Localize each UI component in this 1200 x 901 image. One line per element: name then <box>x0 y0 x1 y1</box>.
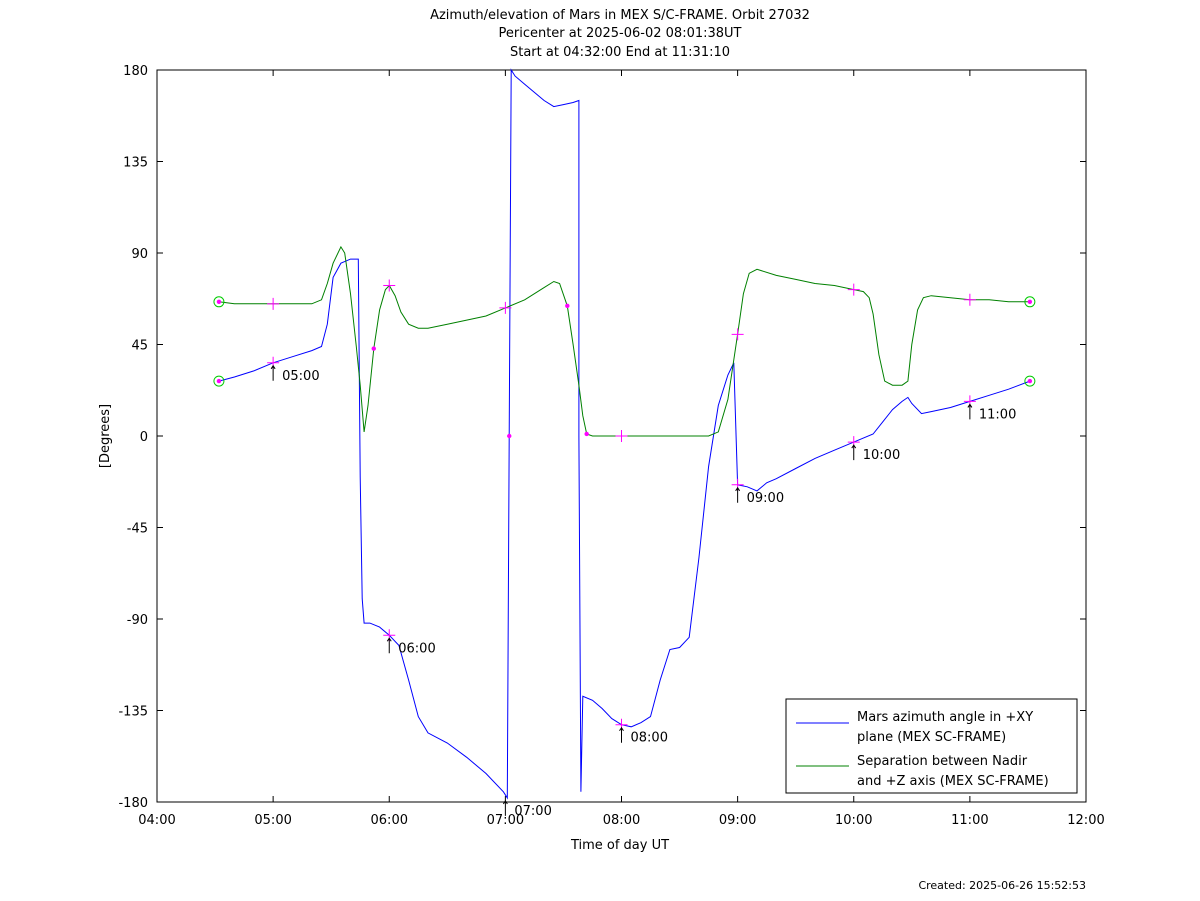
azimuth-data-point <box>216 378 222 384</box>
time-annotation-label: 07:00 <box>514 804 551 819</box>
hour-cross-marker <box>499 301 512 314</box>
x-tick-label: 12:00 <box>1067 813 1104 828</box>
x-axis-label: Time of day UT <box>570 838 669 853</box>
y-tick-label: 135 <box>123 156 148 171</box>
y-tick-label: -90 <box>127 613 148 628</box>
endpoint-marker <box>1024 375 1036 387</box>
legend-label-separation-line-1: Separation between Nadir <box>857 754 1028 769</box>
separation-data-point <box>1027 299 1033 304</box>
separation-data-point <box>371 346 376 351</box>
azimuth-data-point <box>507 433 512 439</box>
y-tick-label: 0 <box>140 430 148 445</box>
series-line-azimuth <box>218 68 1031 800</box>
created-footer: Created: 2025-06-26 15:52:53 <box>918 879 1086 892</box>
hour-cross-marker <box>847 283 860 296</box>
time-annotation-arrow <box>851 444 857 461</box>
y-tick-label: 45 <box>131 339 148 354</box>
x-tick-label: 07:00 <box>487 813 524 828</box>
time-annotation-label: 08:00 <box>631 731 668 746</box>
time-annotation-arrow <box>619 726 624 743</box>
y-tick-label: 180 <box>123 64 148 79</box>
separation-data-point <box>216 299 222 304</box>
y-tick-label: -180 <box>118 796 148 811</box>
endpoint-marker <box>1024 296 1036 308</box>
x-tick-label: 11:00 <box>951 813 988 828</box>
time-annotation-label: 06:00 <box>398 641 435 656</box>
x-tick-label: 05:00 <box>254 813 291 828</box>
y-tick-label: -135 <box>118 705 148 720</box>
hour-cross-marker <box>383 279 396 292</box>
separation-data-point <box>584 431 589 437</box>
hour-cross-marker <box>267 297 280 310</box>
endpoint-marker <box>213 296 225 308</box>
time-annotation-label: 11:00 <box>979 407 1016 422</box>
time-annotations: 05:00 06:00 07:00 08:00 09:00 10:00 11:00 <box>270 364 1016 819</box>
azimuth-data-point <box>1027 378 1033 384</box>
legend-box <box>785 698 1078 794</box>
y-tick-label: -45 <box>127 522 148 537</box>
time-annotation-label: 09:00 <box>747 491 784 506</box>
endpoint-marker <box>213 375 225 387</box>
y-tick-label: 90 <box>131 247 148 262</box>
y-axis-label: [Degrees] <box>98 404 113 468</box>
title-line-2: Pericenter at 2025-06-02 08:01:38UT <box>498 26 741 41</box>
hour-cross-marker <box>615 430 628 442</box>
time-annotation-label: 10:00 <box>863 448 900 463</box>
x-tick-label: 10:00 <box>835 813 872 828</box>
time-annotation-arrow <box>967 403 973 420</box>
title-line-3: Start at 04:32:00 End at 11:31:10 <box>510 45 730 60</box>
time-annotation-arrow <box>735 486 741 503</box>
separation-data-point <box>565 303 570 309</box>
legend-label-azimuth-line-2: plane (MEX SC-FRAME) <box>857 730 1006 745</box>
chart-title: Azimuth/elevation of Mars in MEX S/C-FRA… <box>430 8 810 60</box>
legend-label-separation-line-2: and +Z axis (MEX SC-FRAME) <box>857 774 1049 789</box>
time-annotation-label: 05:00 <box>282 369 319 384</box>
series-layer <box>218 68 1031 800</box>
y-axis: 180 135 90 45 0 -45 -90 -135 -180 <box>118 64 1086 811</box>
time-annotation-arrow <box>386 637 392 654</box>
x-tick-label: 06:00 <box>371 813 408 828</box>
x-tick-label: 04:00 <box>138 813 175 828</box>
marker-layer <box>213 279 1036 731</box>
x-tick-label: 09:00 <box>719 813 756 828</box>
hour-cross-marker <box>731 328 744 341</box>
hour-cross-marker <box>963 293 976 306</box>
title-line-1: Azimuth/elevation of Mars in MEX S/C-FRA… <box>430 8 810 23</box>
x-axis: 04:00 05:00 06:00 07:00 08:00 09:00 10:00 11:00… <box>138 70 1105 828</box>
legend: Mars azimuth angle in +XY plane (MEX SC-… <box>785 698 1078 794</box>
time-annotation-arrow <box>270 364 276 381</box>
time-annotation-arrow <box>502 800 508 816</box>
legend-label-azimuth-line-1: Mars azimuth angle in +XY <box>857 710 1033 725</box>
x-tick-label: 08:00 <box>603 813 640 828</box>
series-line-separation <box>218 245 1030 437</box>
